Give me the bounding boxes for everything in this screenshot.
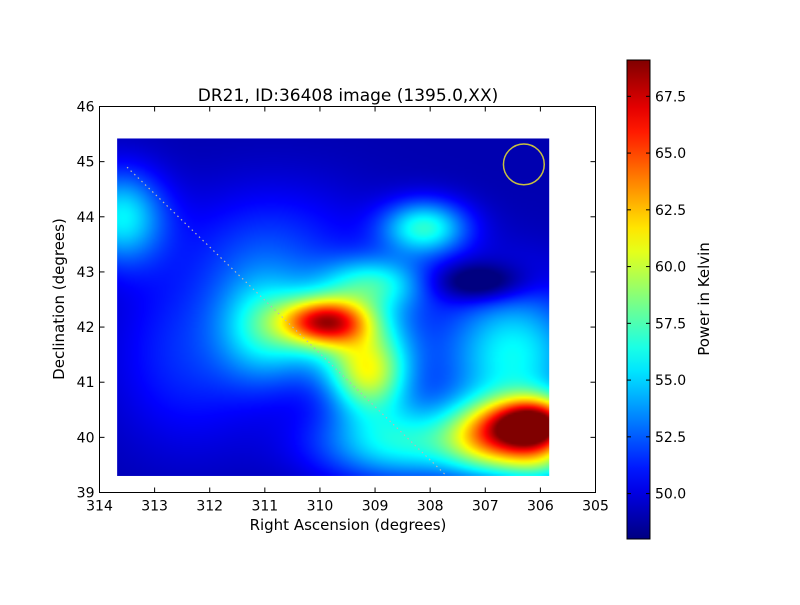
y-tick-label: 44 [77,210,95,226]
y-tick-label: 46 [77,100,95,116]
colorbar-gradient [626,59,651,540]
colorbar-ticks: 50.0 52.5 55.0 57.5 60.0 62.5 65.0 67.5 [627,89,686,503]
colorbar-tick-label: 50.0 [655,487,686,503]
plot-frame [99,106,596,493]
y-tick-label: 43 [77,265,95,281]
heatmap-raster [117,138,550,476]
colorbar-label: Power in Kelvin [695,242,713,356]
colorbar-tick-label: 55.0 [655,373,686,389]
colorbar-tick-label: 62.5 [655,203,686,219]
x-tick-label: 312 [196,499,223,515]
colorbar: 50.0 52.5 55.0 57.5 60.0 62.5 65.0 67.5 Power i… [626,59,713,540]
y-tick-label: 41 [77,375,95,391]
colorbar-tick-label: 57.5 [655,316,686,332]
dotted-trail-line [126,166,448,477]
x-tick-label: 309 [362,499,389,515]
x-tick-label: 314 [86,499,113,515]
colorbar-tick-label: 52.5 [655,430,686,446]
x-tick-label: 308 [417,499,444,515]
y-tick-label: 40 [77,430,95,446]
overlay-layer [126,143,546,477]
heatmap-image [117,138,550,476]
colorbar-tick-label: 67.5 [655,89,686,105]
y-tick-label: 42 [77,320,95,336]
chart-title: DR21, ID:36408 image (1395.0,XX) [198,86,498,106]
x-tick-label: 311 [251,499,278,515]
x-tick-label: 310 [307,499,334,515]
x-axis-label: Right Ascension (degrees) [250,516,447,534]
x-tick-label: 313 [141,499,168,515]
axis-ticks: 314 313 312 311 310 309 308 307 306 305 39 40 41 42 43… [77,100,609,515]
y-tick-label: 45 [77,155,95,171]
x-tick-label: 306 [527,499,554,515]
colorbar-tick-label: 65.0 [655,146,686,162]
beam-circle [502,143,546,186]
x-tick-label: 305 [582,499,609,515]
x-tick-label: 307 [472,499,499,515]
colorbar-tick-label: 60.0 [655,260,686,276]
y-axis-label: Declination (degrees) [50,218,68,380]
y-tick-label: 39 [77,486,95,502]
